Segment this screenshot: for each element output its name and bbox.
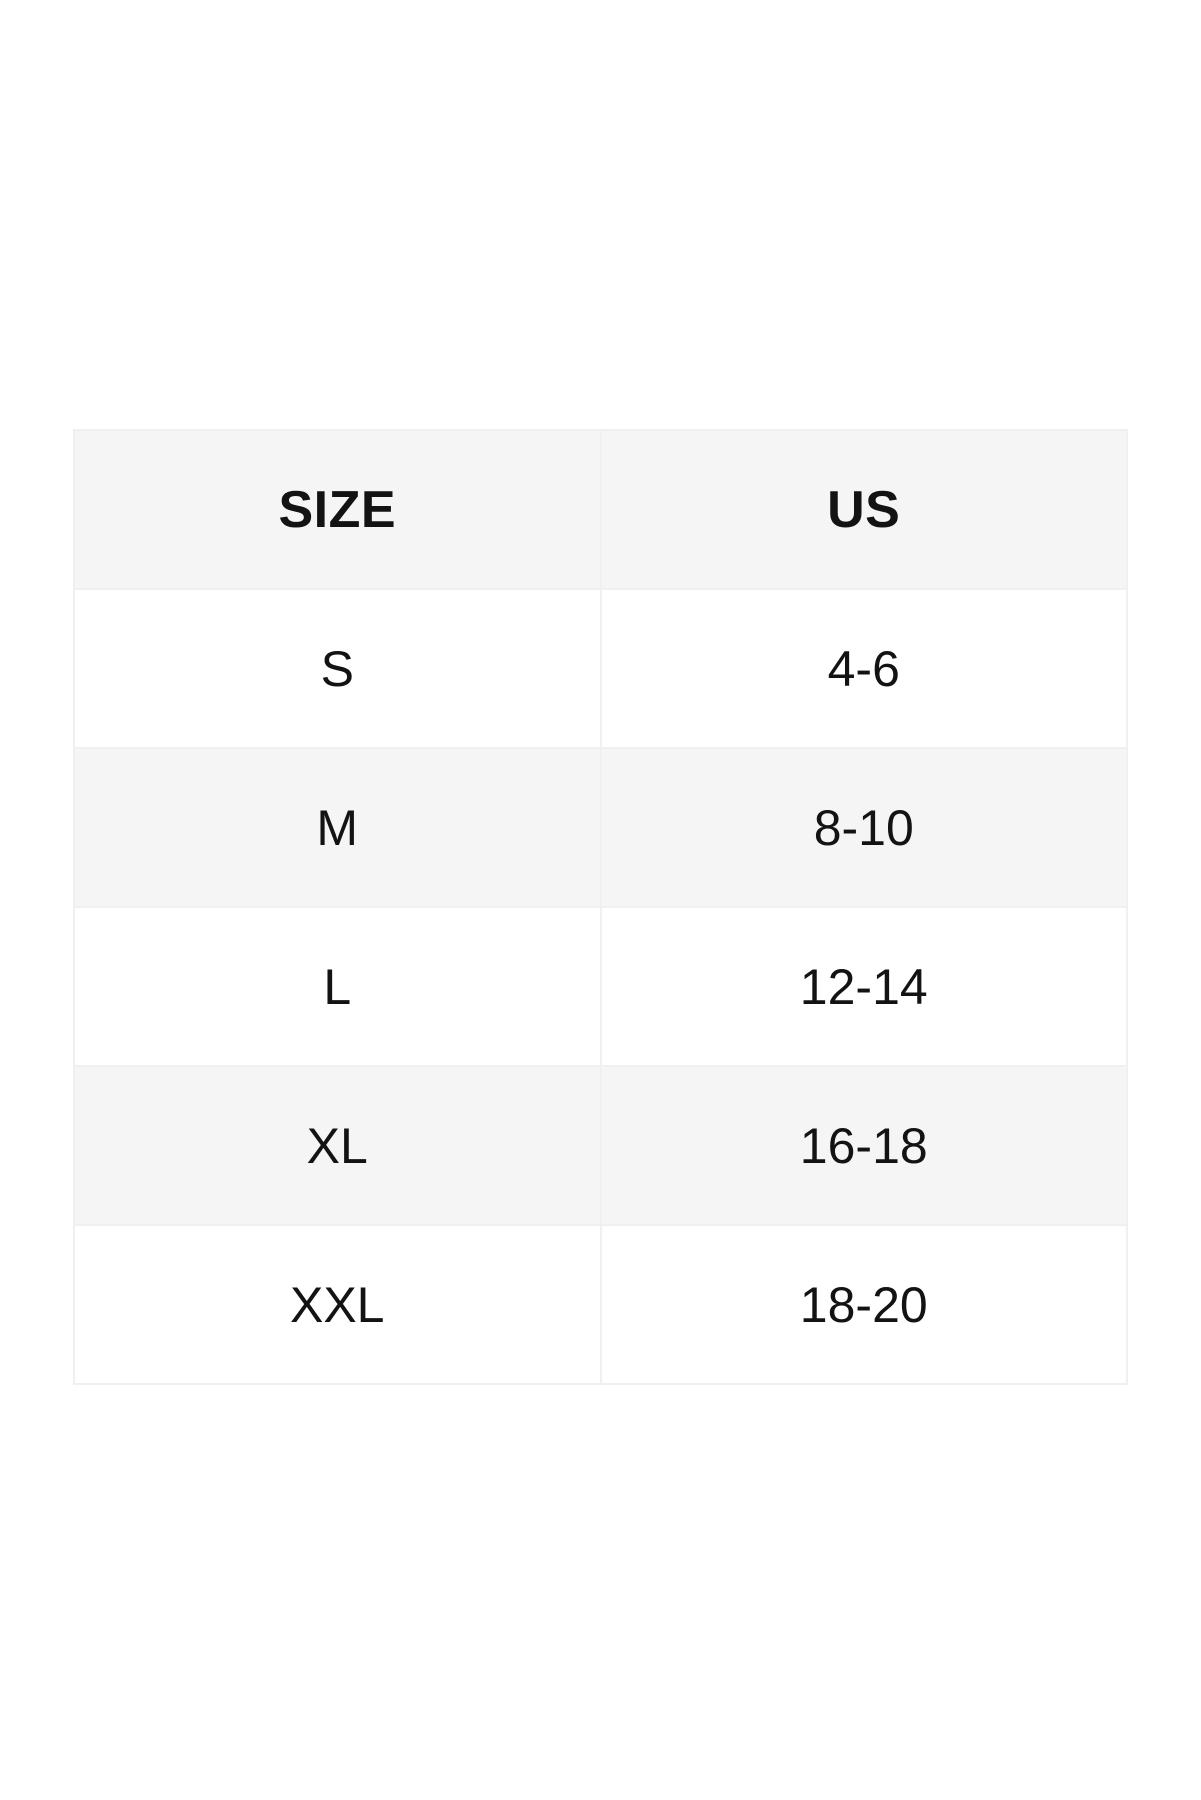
table-row: XXL 18-20 — [73, 1224, 1128, 1385]
size-cell: XXL — [73, 1224, 602, 1385]
table-row: M 8-10 — [73, 747, 1128, 908]
column-header-size: SIZE — [73, 429, 602, 590]
size-cell: L — [73, 906, 602, 1067]
size-chart-body: S 4-6 M 8-10 L 12-14 XL 16-18 XXL 18-20 — [73, 588, 1128, 1385]
table-row: XL 16-18 — [73, 1065, 1128, 1226]
table-row: L 12-14 — [73, 906, 1128, 1067]
us-range-cell: 4-6 — [599, 588, 1128, 749]
size-chart-header: SIZE US — [73, 429, 1128, 590]
us-range-cell: 16-18 — [599, 1065, 1128, 1226]
table-row: S 4-6 — [73, 588, 1128, 749]
size-chart-table: SIZE US S 4-6 M 8-10 L 12-14 XL 16-18 XX — [73, 429, 1128, 1385]
us-range-cell: 18-20 — [599, 1224, 1128, 1385]
size-cell: XL — [73, 1065, 602, 1226]
column-header-us: US — [599, 429, 1128, 590]
size-cell: M — [73, 747, 602, 908]
header-row: SIZE US — [73, 429, 1128, 590]
size-cell: S — [73, 588, 602, 749]
us-range-cell: 8-10 — [599, 747, 1128, 908]
us-range-cell: 12-14 — [599, 906, 1128, 1067]
